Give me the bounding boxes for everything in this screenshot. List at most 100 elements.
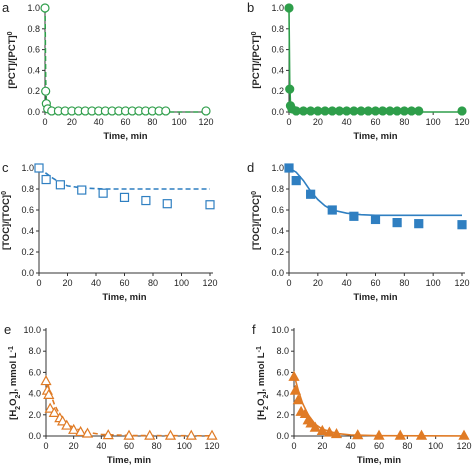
x-tick-label: 100 [426,278,441,288]
data-point [123,429,135,440]
data-point [44,402,56,413]
fit-line [288,167,462,217]
x-tick-label: 0 [291,441,296,451]
x-tick-label: 20 [62,278,72,288]
y-tick-label: 0.4 [21,226,34,236]
x-tick-label: 40 [342,278,352,288]
x-tick-label: 60 [120,117,130,127]
y-tick-label: 1.0 [21,163,34,173]
data-point [323,426,336,437]
data-point [41,174,51,185]
y-tick-label: 0.0 [271,107,284,117]
panel-c: c 0.0 0.2 0.4 0.6 0.8 1.0 0 20 40 60 80 100 120 Time, … [1,160,218,303]
y-axis-label: [PCT]/[PCT]0 [7,31,19,88]
data-point [68,423,80,434]
y-tick-label: 0.0 [27,107,40,117]
data-point [291,176,301,186]
x-tick-label: 120 [204,441,219,451]
y-tick-label: 0.2 [21,247,34,257]
x-tick-label: 120 [198,117,213,127]
data-point [414,219,424,229]
x-tick-label: 0 [286,278,291,288]
data-point [458,429,470,440]
y-tick-label: 0.0 [28,431,41,441]
y-axis-label: [TOC]/[TOC]0 [1,191,13,250]
panel-e: e 0.0 2.0 4.0 6.0 8.0 10.0 0 20 40 60 80 100 120 Time,… [4,322,220,466]
x-tick-label: 100 [172,117,187,127]
panel-label: c [2,160,9,175]
y-tick-label: 0.0 [21,268,34,278]
y-tick-label: 4.0 [276,389,289,399]
x-tick-label: 120 [454,278,469,288]
data-point [305,417,317,428]
data-point [141,195,151,206]
panel-label: b [247,0,254,15]
data-point [61,419,73,430]
data-point [284,3,294,13]
data-point [162,199,172,209]
x-axis-label: Time, min [353,292,397,303]
data-point [370,214,381,225]
x-tick-label: 100 [177,441,192,451]
data-point [48,406,60,417]
data-point [102,429,114,440]
data-point [457,220,467,230]
x-tick-label: 60 [374,441,384,451]
x-axis-label: Time, min [357,455,401,466]
data-point [77,185,87,195]
panel-d: d 0.0 0.2 0.4 0.6 0.8 1.0 0 20 40 60 80 100 120 Time, … [247,160,470,303]
y-tick-label: 0.2 [271,247,284,257]
y-tick-label: 0.8 [271,184,284,194]
x-tick-label: 0 [36,278,41,288]
data-point [316,424,328,435]
x-tick-label: 60 [119,278,129,288]
x-tick-label: 0 [43,441,48,451]
y-tick-label: 1.0 [271,163,284,173]
x-tick-label: 40 [91,278,101,288]
y-tick-label: 2.0 [28,410,41,420]
data-point [205,200,215,210]
data-point [34,163,44,173]
y-tick-label: 0.2 [27,86,40,96]
data-point [40,3,50,13]
data-point [352,429,364,440]
data-point [55,180,65,190]
data-point [349,211,359,221]
data-point [40,375,52,386]
y-axis-label: [PCT]/[PCT]0 [251,31,263,88]
y-tick-label: 0.8 [271,24,284,34]
x-tick-label: 60 [124,441,134,451]
data-point [161,106,171,116]
y-axis-label: [TOC]/[TOC]0 [251,191,263,250]
data-point [288,370,300,381]
x-tick-label: 0 [42,117,47,127]
x-tick-label: 60 [370,278,380,288]
data-point [119,192,130,202]
data-point [309,421,321,432]
x-tick-label: 20 [313,117,323,127]
x-tick-label: 120 [456,441,471,451]
y-tick-label: 1.0 [271,3,284,13]
data-point [41,86,51,96]
fit-line [288,7,462,113]
panel-label: d [247,160,254,175]
y-tick-label: 0.4 [27,65,40,75]
x-tick-label: 120 [202,278,217,288]
x-tick-label: 100 [428,441,443,451]
data-point [415,429,428,440]
data-point [98,188,108,198]
data-point [327,205,337,215]
y-tick-label: 0.6 [21,205,34,215]
x-tick-label: 40 [346,441,356,451]
y-tick-label: 0.4 [271,65,284,75]
x-tick-label: 20 [317,441,327,451]
x-tick-label: 40 [342,117,352,127]
y-tick-label: 0.8 [27,24,40,34]
x-tick-label: 120 [454,117,469,127]
y-tick-label: 0.6 [271,205,284,215]
y-tick-label: 0.0 [271,268,284,278]
x-tick-label: 80 [152,441,162,451]
y-tick-label: 6.0 [276,367,289,377]
x-axis-label: Time, min [353,131,397,142]
